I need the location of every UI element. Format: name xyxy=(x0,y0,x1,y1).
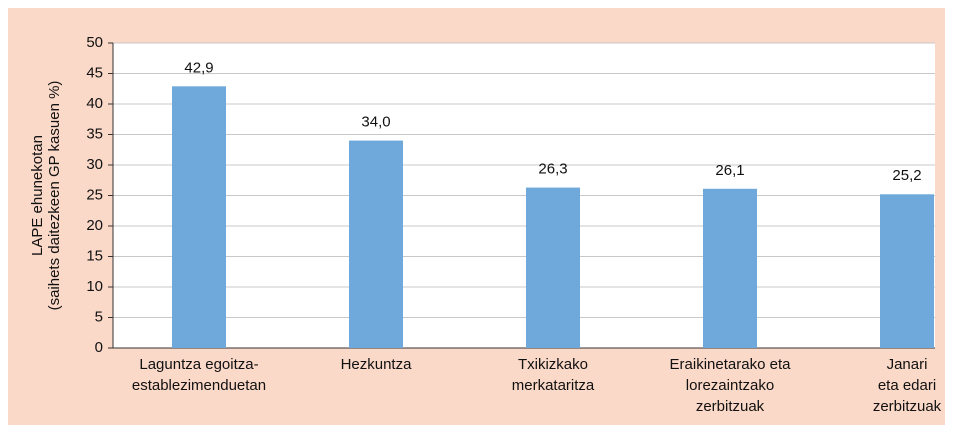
x-tick-label-line: eta edari xyxy=(878,377,936,394)
value-label: 42,9 xyxy=(184,59,213,76)
x-tick-label: Eraikinetarako eta lorezaintzako zerbitzua… xyxy=(670,356,792,415)
y-tick-label: 25 xyxy=(86,186,103,203)
x-tick-label-line: zerbitzuak xyxy=(696,398,765,415)
y-tick-label: 10 xyxy=(86,278,103,295)
x-tick-label: Laguntza egoitza-establezimenduetan xyxy=(132,356,266,394)
y-axis-label-line: LAPE ehunekotan xyxy=(29,135,46,256)
value-label: 26,1 xyxy=(715,162,744,179)
x-tick-label: Hezkuntza xyxy=(341,356,413,373)
y-tick-label: 45 xyxy=(86,64,103,81)
y-tick-label: 20 xyxy=(86,217,103,234)
y-tick-label: 15 xyxy=(86,247,103,264)
bar xyxy=(172,86,226,348)
x-tick-label-line: Laguntza egoitza- xyxy=(139,356,258,373)
y-axis-label-line: (saihets daitezkeen GP kasuen %) xyxy=(46,81,63,311)
bar xyxy=(703,188,757,348)
y-tick-label: 5 xyxy=(95,308,103,325)
x-tick-label-line: zerbitzuak xyxy=(873,398,942,415)
bar xyxy=(349,140,403,348)
x-tick-label-line: Eraikinetarako eta xyxy=(670,356,792,373)
x-tick-label-line: merkataritza xyxy=(512,377,595,394)
value-label: 25,2 xyxy=(892,167,921,184)
x-tick-label-line: establezimenduetan xyxy=(132,377,266,394)
value-label: 34,0 xyxy=(361,114,390,131)
x-tick-label-line: Hezkuntza xyxy=(341,356,413,373)
y-tick-label: 35 xyxy=(86,125,103,142)
bar xyxy=(880,194,934,348)
bar xyxy=(526,187,580,348)
y-tick-label: 50 xyxy=(86,34,103,51)
y-tick-label: 0 xyxy=(95,339,103,356)
y-tick-label: 30 xyxy=(86,156,103,173)
x-tick-label-line: Txikizkako xyxy=(518,356,588,373)
y-axis-label: LAPE ehunekotan(saihets daitezkeen GP ka… xyxy=(29,81,63,311)
x-tick-label-line: lorezaintzako xyxy=(686,377,774,394)
value-label: 26,3 xyxy=(538,161,567,178)
x-tick-label: Janari eta edari zerbitzuak xyxy=(873,356,942,415)
y-tick-label: 40 xyxy=(86,95,103,112)
x-tick-label-line: Janari xyxy=(887,356,928,373)
x-tick-label: Txikizkako merkataritza xyxy=(512,356,595,394)
